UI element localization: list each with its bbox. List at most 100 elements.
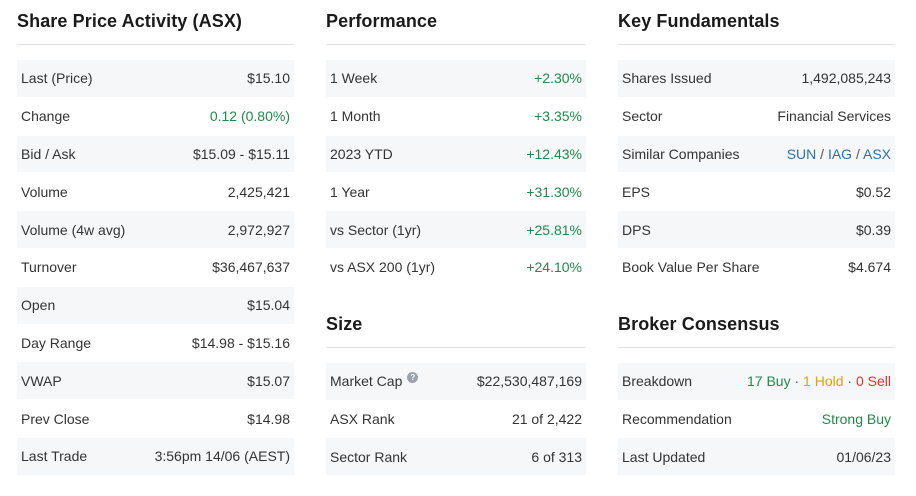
row-label: DPS bbox=[622, 221, 651, 238]
volume-value: 2,425,421 bbox=[227, 183, 290, 200]
table-row: Shares Issued 1,492,085,243 bbox=[618, 60, 895, 98]
perf-value: +3.35% bbox=[534, 108, 582, 125]
row-label: vs Sector (1yr) bbox=[330, 221, 422, 238]
similar-company-link[interactable]: ASX bbox=[862, 145, 891, 162]
day-range-value: $14.98 - $15.16 bbox=[191, 334, 290, 351]
volume-4w-value: 2,972,927 bbox=[227, 221, 290, 238]
table-row: Bid / Ask $15.09 - $15.11 bbox=[17, 135, 294, 174]
separator: / bbox=[820, 145, 825, 162]
table-row: vs Sector (1yr) +25.81% bbox=[326, 211, 586, 249]
similar-company-link[interactable]: IAG bbox=[827, 145, 853, 162]
row-label: Prev Close bbox=[21, 410, 90, 427]
table-row: VWAP $15.07 bbox=[17, 362, 294, 401]
row-label: Book Value Per Share bbox=[622, 259, 760, 276]
shares-issued-value: 1,492,085,243 bbox=[801, 70, 891, 87]
table-row: 2023 YTD +12.43% bbox=[326, 135, 586, 174]
fundamentals-table: Shares Issued 1,492,085,243 Sector Financi… bbox=[618, 60, 895, 287]
table-row: 1 Year +31.30% bbox=[326, 173, 586, 212]
table-row: 1 Month +3.35% bbox=[326, 98, 586, 136]
book-value-value: $4.674 bbox=[848, 259, 891, 276]
perf-value: +24.10% bbox=[526, 259, 582, 276]
table-row: Last Trade 3:56pm 14/06 (AEST) bbox=[17, 437, 294, 476]
dot-separator: · bbox=[847, 373, 853, 390]
table-row: vs ASX 200 (1yr) +24.10% bbox=[326, 249, 586, 287]
broker-title: Broker Consensus bbox=[618, 303, 895, 348]
row-label: 1 Month bbox=[330, 108, 381, 125]
prev-close-value: $14.98 bbox=[247, 410, 290, 427]
row-label: Bid / Ask bbox=[21, 145, 76, 162]
hold-count: 1 Hold bbox=[803, 373, 844, 390]
row-label: 1 Week bbox=[330, 70, 378, 87]
row-label: Volume bbox=[21, 183, 68, 200]
vwap-value: $15.07 bbox=[247, 372, 290, 389]
sector-value: Financial Services bbox=[777, 108, 891, 125]
recommendation-value: Strong Buy bbox=[821, 410, 891, 427]
table-row: Recommendation Strong Buy bbox=[618, 401, 895, 439]
row-label: VWAP bbox=[21, 372, 62, 389]
row-label: Breakdown bbox=[622, 373, 693, 390]
help-icon[interactable]: ? bbox=[407, 371, 419, 383]
performance-panel: Performance 1 Week +2.30% 1 Month +3.35% 2… bbox=[326, 0, 586, 477]
row-label: Similar Companies bbox=[622, 145, 740, 162]
fundamentals-panel: Key Fundamentals Shares Issued 1,492,085,… bbox=[618, 0, 895, 477]
separator: / bbox=[855, 145, 860, 162]
market-cap-value: $22,530,487,169 bbox=[476, 373, 582, 390]
table-row: Sector Financial Services bbox=[618, 98, 895, 136]
row-label: Turnover bbox=[21, 259, 77, 276]
table-row: Last Updated 01/06/23 bbox=[618, 438, 895, 477]
share-price-panel: Share Price Activity (ASX) Last (Price) $… bbox=[17, 0, 294, 476]
broker-table: Breakdown 17 Buy · 1 Hold · 0 Sell Recom… bbox=[618, 362, 895, 477]
table-row: DPS $0.39 bbox=[618, 211, 895, 249]
row-label: Last Trade bbox=[21, 448, 88, 465]
perf-value: +2.30% bbox=[534, 70, 582, 87]
table-row: Volume 2,425,421 bbox=[17, 173, 294, 212]
breakdown-value: 17 Buy · 1 Hold · 0 Sell bbox=[747, 373, 891, 389]
row-label: 1 Year bbox=[330, 183, 370, 200]
row-label: Shares Issued bbox=[622, 70, 712, 87]
row-label: EPS bbox=[622, 183, 651, 200]
fundamentals-title: Key Fundamentals bbox=[618, 0, 895, 45]
similar-companies-links: SUN / IAG / ASX bbox=[787, 146, 891, 162]
eps-value: $0.52 bbox=[855, 183, 891, 200]
sector-rank-value: 6 of 313 bbox=[531, 448, 582, 465]
sell-count: 0 Sell bbox=[855, 373, 891, 390]
similar-company-link[interactable]: SUN bbox=[786, 145, 817, 162]
bid-ask-value: $15.09 - $15.11 bbox=[192, 145, 290, 162]
row-label: Volume (4w avg) bbox=[21, 221, 126, 238]
open-value: $15.04 bbox=[247, 297, 290, 314]
last-trade-value: 3:56pm 14/06 (AEST) bbox=[154, 448, 290, 465]
row-label: Recommendation bbox=[622, 410, 732, 427]
asx-rank-value: 21 of 2,422 bbox=[511, 410, 582, 427]
table-row: Market Cap ? $22,530,487,169 bbox=[326, 362, 586, 401]
row-label: vs ASX 200 (1yr) bbox=[330, 259, 436, 276]
performance-title: Performance bbox=[326, 0, 586, 45]
row-label: Day Range bbox=[21, 334, 92, 351]
row-label: Last Updated bbox=[622, 448, 706, 465]
table-row: Prev Close $14.98 bbox=[17, 400, 294, 438]
table-row: Similar Companies SUN / IAG / ASX bbox=[618, 135, 895, 174]
table-row: Sector Rank 6 of 313 bbox=[326, 438, 586, 477]
perf-value: +31.30% bbox=[526, 183, 582, 200]
last-updated-link[interactable]: 01/06/23 bbox=[836, 448, 892, 465]
performance-table: 1 Week +2.30% 1 Month +3.35% 2023 YTD +12.4… bbox=[326, 60, 586, 287]
row-label: Open bbox=[21, 297, 56, 314]
table-row: 1 Week +2.30% bbox=[326, 60, 586, 98]
table-row: Breakdown 17 Buy · 1 Hold · 0 Sell bbox=[618, 362, 895, 401]
table-row: Book Value Per Share $4.674 bbox=[618, 249, 895, 287]
row-label: Last (Price) bbox=[21, 70, 93, 87]
change-value: 0.12 (0.80%) bbox=[209, 108, 290, 125]
turnover-value: $36,467,637 bbox=[212, 259, 290, 276]
buy-count: 17 Buy bbox=[747, 373, 791, 390]
perf-value: +12.43% bbox=[526, 145, 582, 162]
market-cap-label-wrap: Market Cap ? bbox=[330, 371, 419, 390]
table-row: Open $15.04 bbox=[17, 286, 294, 325]
row-label: Sector bbox=[622, 108, 663, 125]
share-price-title: Share Price Activity (ASX) bbox=[17, 0, 294, 45]
dps-value: $0.39 bbox=[855, 221, 891, 238]
table-row: Last (Price) $15.10 bbox=[17, 60, 294, 98]
row-label: ASX Rank bbox=[330, 410, 395, 427]
table-row: EPS $0.52 bbox=[618, 173, 895, 212]
row-label: Market Cap bbox=[330, 373, 403, 390]
table-row: Turnover $36,467,637 bbox=[17, 249, 294, 287]
dot-separator: · bbox=[794, 373, 800, 390]
